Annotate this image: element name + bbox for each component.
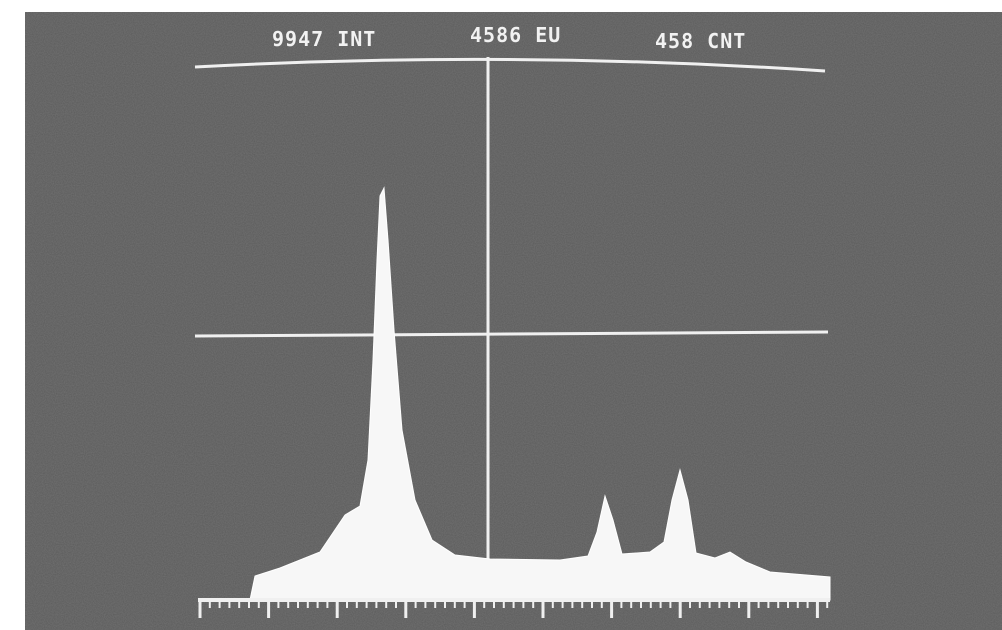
readout-energy: 4586 EU [470, 23, 561, 47]
screen-grain [25, 12, 1002, 630]
readout-count: 458 CNT [655, 29, 746, 53]
readout-integral: 9947 INT [272, 27, 376, 51]
display-screen: 9947 INT 4586 EU 458 CNT [0, 0, 1002, 630]
page: 9947 INT 4586 EU 458 CNT (() => { const … [0, 0, 1002, 630]
